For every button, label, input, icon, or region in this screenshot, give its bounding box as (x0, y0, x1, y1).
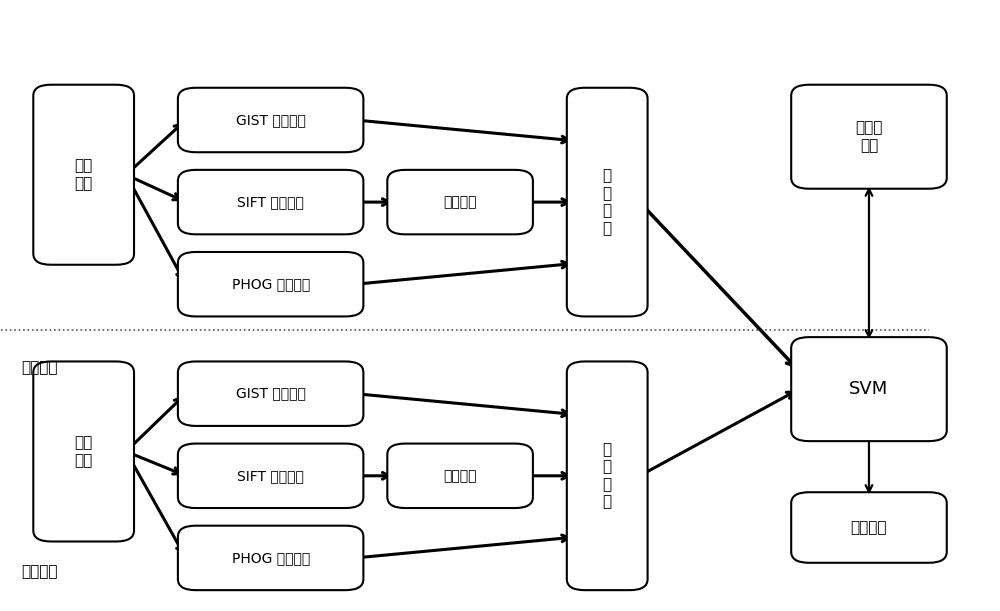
FancyBboxPatch shape (791, 492, 947, 563)
FancyBboxPatch shape (33, 362, 134, 541)
Text: SIFT 特征提取: SIFT 特征提取 (237, 195, 304, 209)
Text: 测试阶段: 测试阶段 (21, 564, 58, 579)
Text: PHOG 特征提取: PHOG 特征提取 (232, 551, 310, 565)
FancyBboxPatch shape (387, 170, 533, 235)
FancyBboxPatch shape (567, 362, 648, 590)
Text: 测试
图像: 测试 图像 (75, 435, 93, 467)
FancyBboxPatch shape (178, 362, 363, 426)
FancyBboxPatch shape (791, 337, 947, 441)
FancyBboxPatch shape (178, 88, 363, 152)
Text: 稀疏向量: 稀疏向量 (443, 195, 477, 209)
Text: GIST 特征提取: GIST 特征提取 (236, 387, 306, 401)
Text: 融
合
特
征: 融 合 特 征 (603, 169, 612, 236)
FancyBboxPatch shape (178, 170, 363, 235)
Text: 类标签
信息: 类标签 信息 (855, 120, 883, 153)
Text: PHOG 特征提取: PHOG 特征提取 (232, 277, 310, 291)
FancyBboxPatch shape (791, 85, 947, 189)
FancyBboxPatch shape (33, 85, 134, 265)
Text: SIFT 特征提取: SIFT 特征提取 (237, 469, 304, 483)
FancyBboxPatch shape (567, 88, 648, 316)
Text: SVM: SVM (849, 380, 889, 398)
Text: 训练
图像: 训练 图像 (75, 158, 93, 191)
Text: 分类结果: 分类结果 (851, 520, 887, 535)
Text: 融
合
特
征: 融 合 特 征 (603, 442, 612, 510)
FancyBboxPatch shape (387, 444, 533, 508)
Text: 稀疏向量: 稀疏向量 (443, 469, 477, 483)
FancyBboxPatch shape (178, 525, 363, 590)
Text: GIST 特征提取: GIST 特征提取 (236, 113, 306, 127)
Text: 训练阶段: 训练阶段 (21, 360, 58, 375)
FancyBboxPatch shape (178, 444, 363, 508)
FancyBboxPatch shape (178, 252, 363, 316)
